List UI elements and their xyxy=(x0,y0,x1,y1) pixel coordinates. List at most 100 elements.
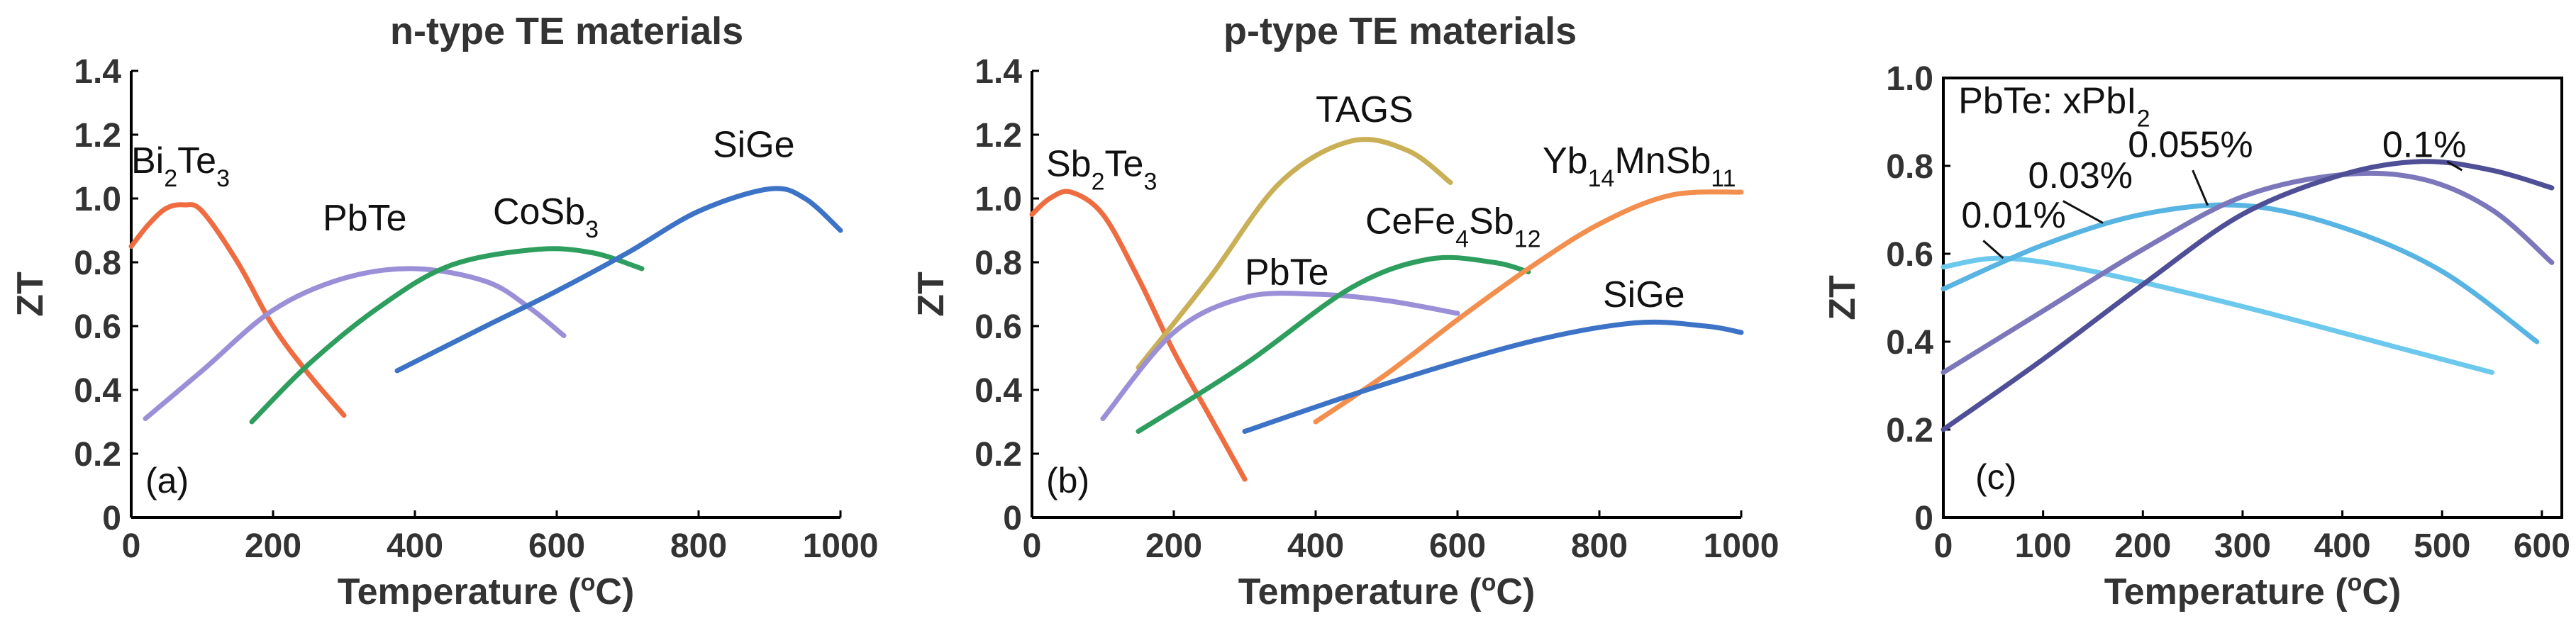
series-label-part: Te xyxy=(177,140,216,181)
series-label-part: 0.1% xyxy=(2382,125,2467,166)
series-line-0055 xyxy=(1941,170,2555,375)
series-label: Sb2Te3 xyxy=(1046,144,1157,196)
x-tick-label: 300 xyxy=(2214,527,2271,565)
y-tick-label: 0.4 xyxy=(74,372,121,410)
y-axis-label: ZT xyxy=(10,272,51,317)
x-tick-label: 800 xyxy=(1571,527,1628,565)
x-tick-label: 400 xyxy=(1287,527,1344,565)
y-tick-label: 0.2 xyxy=(975,436,1022,474)
legend-title-part: 2 xyxy=(2137,106,2150,133)
panel-label: (b) xyxy=(1046,461,1089,500)
series-line-tags xyxy=(1136,137,1453,370)
x-axis-label-end: C) xyxy=(2362,571,2401,612)
x-axis-label: Temperature (oC) xyxy=(338,569,635,612)
series-label-part: SiGe xyxy=(713,125,795,166)
series-label-part: PbTe xyxy=(1245,252,1329,293)
series-line-cosb3 xyxy=(249,246,645,425)
series-label: SiGe xyxy=(1603,274,1685,315)
y-tick-label: 1.2 xyxy=(975,117,1022,155)
series-line-pbte xyxy=(1100,291,1460,421)
x-axis-label-sup: o xyxy=(581,569,596,596)
x-axis-label-sup: o xyxy=(1482,569,1497,596)
series-label-part: 4 xyxy=(1455,226,1469,253)
series-label-part: PbTe xyxy=(323,198,407,239)
panel-label: (a) xyxy=(145,461,189,500)
x-axis-label-end: C) xyxy=(1496,571,1535,612)
label-leader-line xyxy=(2192,169,2209,206)
series-label-part: 2 xyxy=(164,165,177,192)
x-tick-label: 200 xyxy=(1145,527,1202,565)
series-label: Yb14MnSb11 xyxy=(1543,140,1736,192)
panel-c: 0 0.2 0.4 0.6 0.8 1.0 0 100 200 300 400 500 600 Tempe… xyxy=(1822,60,2570,612)
x-tick-label: 0 xyxy=(1023,527,1042,565)
series-label-part: CoSb xyxy=(493,191,585,233)
chart-title: p-type TE materials xyxy=(1223,10,1577,52)
series-label: 0.03% xyxy=(2028,155,2133,196)
series-label-part: CeFe xyxy=(1365,201,1455,242)
series-label: CeFe4Sb12 xyxy=(1365,201,1541,253)
y-tick-label: 0.2 xyxy=(74,436,121,474)
x-axis-label-main: Temperature ( xyxy=(1238,571,1482,612)
series-label-part: SiGe xyxy=(1603,274,1685,315)
label-leader-line xyxy=(1982,240,2004,259)
x-tick-label: 400 xyxy=(387,527,443,565)
x-tick-label: 600 xyxy=(1429,527,1486,565)
x-tick-label: 500 xyxy=(2414,527,2470,565)
x-tick-label: 1000 xyxy=(1704,527,1780,565)
y-tick-label: 0.6 xyxy=(975,308,1022,346)
series-label: SiGe xyxy=(713,125,795,166)
x-axis-label-main: Temperature ( xyxy=(2104,571,2348,612)
x-axis-label: Temperature (oC) xyxy=(1238,569,1536,612)
y-axis-label: ZT xyxy=(911,272,952,317)
series-label: 0.055% xyxy=(2128,125,2253,166)
series-label-part: 11 xyxy=(1711,165,1736,192)
x-tick-label: 1000 xyxy=(803,527,879,565)
series-line-001 xyxy=(1941,255,2494,375)
panel-a: 0 0.2 0.4 0.6 0.8 1.0 1.2 1.4 0 200 400 600 800 1000 T… xyxy=(10,10,878,612)
series-label-part: MnSb xyxy=(1614,140,1711,181)
y-tick-label: 1.4 xyxy=(975,53,1022,91)
x-tick-label: 100 xyxy=(2015,527,2072,565)
series-label-part: Sb xyxy=(1469,201,1514,242)
y-tick-label: 0.6 xyxy=(74,308,121,346)
series-line-cefe4sb12 xyxy=(1136,254,1531,434)
series-line-yb14mnsb11 xyxy=(1313,189,1744,425)
series-line-sige xyxy=(1242,319,1744,434)
y-tick-label: 0 xyxy=(102,500,121,537)
plot-frame xyxy=(1942,77,2563,519)
y-tick-label: 1.0 xyxy=(975,181,1022,218)
series-label-part: 0.03% xyxy=(2028,155,2133,196)
x-tick-label: 600 xyxy=(2514,527,2570,565)
legend-title: PbTe: xPbI2 xyxy=(1958,81,2150,133)
series-label-part: Yb xyxy=(1543,140,1588,181)
series-line-pbte xyxy=(143,266,567,421)
series-line-sige xyxy=(394,186,843,374)
x-tick-label: 600 xyxy=(528,527,585,565)
series-label-part: Bi xyxy=(131,140,164,181)
y-tick-label: 0.8 xyxy=(74,245,121,282)
y-tick-label: 0 xyxy=(1914,500,1933,537)
y-tick-label: 1.0 xyxy=(74,181,121,218)
y-tick-label: 1.0 xyxy=(1886,60,1933,98)
y-axis-label: ZT xyxy=(1822,275,1863,320)
series-label: PbTe xyxy=(323,198,407,239)
series-label-part: 0.055% xyxy=(2128,125,2253,166)
panel-label: (c) xyxy=(1975,457,2016,497)
series-label-part: 3 xyxy=(216,165,230,192)
series-label-part: TAGS xyxy=(1316,89,1414,130)
x-axis-label-main: Temperature ( xyxy=(338,571,582,612)
chart-title: n-type TE materials xyxy=(390,10,743,52)
series-label: 0.1% xyxy=(2382,125,2467,166)
y-tick-label: 0.2 xyxy=(1886,412,1933,449)
y-tick-label: 0.6 xyxy=(1886,236,1933,274)
series-label-part: 2 xyxy=(1092,169,1105,196)
series-label: Bi2Te3 xyxy=(131,140,230,192)
series-label-part: 12 xyxy=(1514,226,1541,253)
series-label: 0.01% xyxy=(1961,195,2065,236)
y-tick-label: 0.8 xyxy=(975,245,1022,282)
x-tick-label: 200 xyxy=(245,527,301,565)
x-tick-label: 800 xyxy=(670,527,727,565)
y-tick-label: 0.4 xyxy=(975,372,1022,410)
series-label-part: Sb xyxy=(1046,144,1092,185)
legend-title-part: PbTe: xPbI xyxy=(1958,81,2136,122)
